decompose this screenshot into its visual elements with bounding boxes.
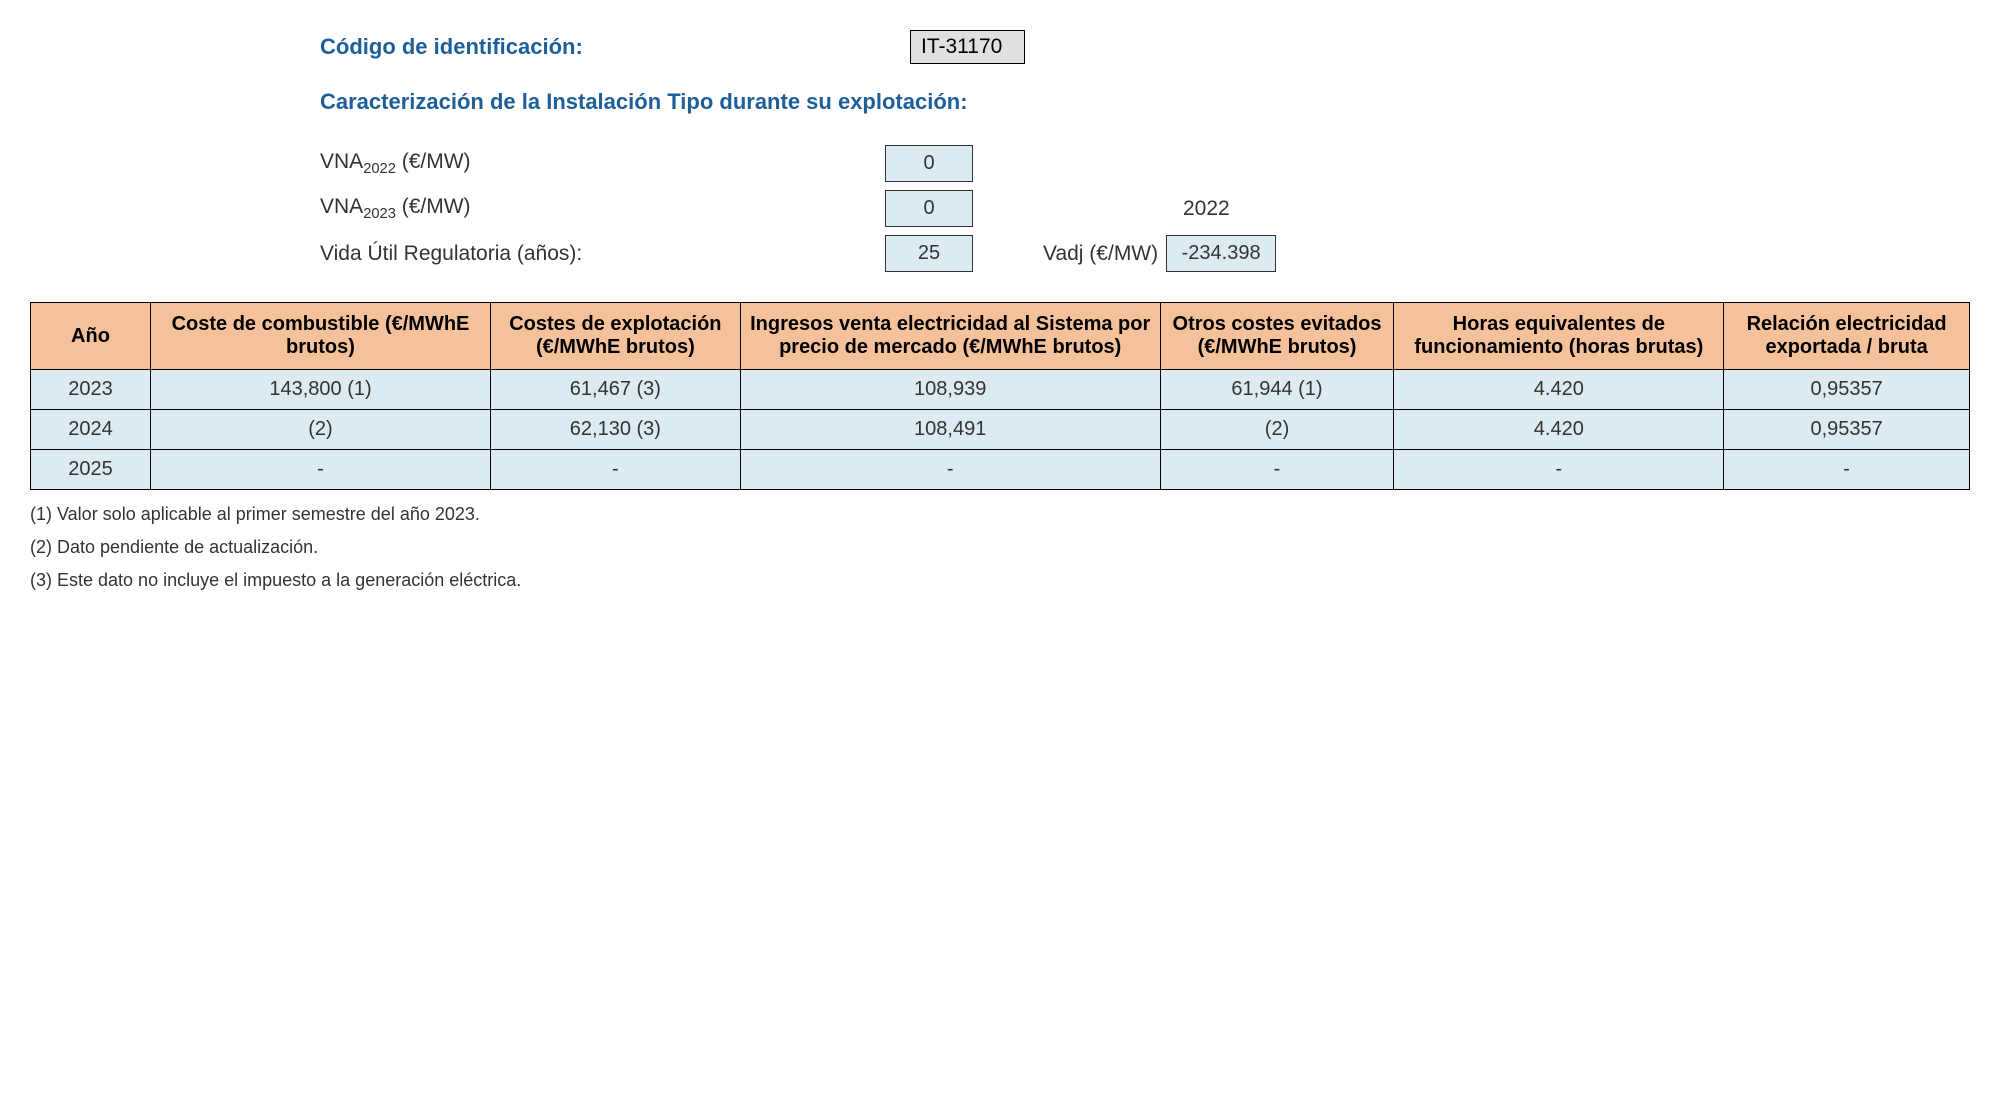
vadj-group: Vadj (€/MW) -234.398: [1043, 235, 1276, 272]
vna2023-sub: 2023: [363, 206, 396, 222]
footnote: (2) Dato pendiente de actualización.: [30, 537, 1970, 558]
code-label: Código de identificación:: [320, 34, 910, 60]
cell: 4.420: [1394, 410, 1724, 450]
cell: 4.420: [1394, 370, 1724, 410]
th-ratio: Relación electricidad exportada / bruta: [1724, 303, 1970, 370]
cell: 108,939: [740, 370, 1160, 410]
cell: -: [740, 450, 1160, 490]
header-section: Código de identificación: IT-31170 Carac…: [320, 30, 1970, 272]
cell: -: [1724, 450, 1970, 490]
cell: -: [1160, 450, 1394, 490]
cell: 61,467 (3): [491, 370, 741, 410]
th-costs: Costes de explotación (€/MWhE brutos): [491, 303, 741, 370]
th-hours: Horas equivalentes de funcionamiento (ho…: [1394, 303, 1724, 370]
vna2022-sub: 2022: [363, 161, 396, 177]
cell: 0,95357: [1724, 370, 1970, 410]
cell: 2025: [31, 450, 151, 490]
vna-year: 2022: [1183, 197, 1230, 221]
cell: 2024: [31, 410, 151, 450]
cell: (2): [151, 410, 491, 450]
th-income: Ingresos venta electricidad al Sistema p…: [740, 303, 1160, 370]
table-row: 2025 - - - - - -: [31, 450, 1970, 490]
vida-value: 25: [885, 235, 973, 272]
table-body: 2023 143,800 (1) 61,467 (3) 108,939 61,9…: [31, 370, 1970, 490]
vna2022-row: VNA2022 (€/MW) 0: [320, 145, 1970, 182]
vadj-value: -234.398: [1166, 235, 1276, 272]
vna2023-label: VNA2023 (€/MW): [320, 195, 885, 222]
vadj-label: Vadj (€/MW): [1043, 242, 1158, 266]
vna2022-label: VNA2022 (€/MW): [320, 150, 885, 177]
table-row: 2024 (2) 62,130 (3) 108,491 (2) 4.420 0,…: [31, 410, 1970, 450]
table-row: 2023 143,800 (1) 61,467 (3) 108,939 61,9…: [31, 370, 1970, 410]
table-header: Año Coste de combustible (€/MWhE brutos)…: [31, 303, 1970, 370]
th-year: Año: [31, 303, 151, 370]
vna2023-suffix: (€/MW): [396, 195, 471, 218]
cell: 61,944 (1): [1160, 370, 1394, 410]
cell: 0,95357: [1724, 410, 1970, 450]
cell: -: [151, 450, 491, 490]
vna2022-prefix: VNA: [320, 150, 363, 173]
vna2023-prefix: VNA: [320, 195, 363, 218]
footnote: (3) Este dato no incluye el impuesto a l…: [30, 570, 1970, 591]
code-row: Código de identificación: IT-31170: [320, 30, 1970, 64]
vna2023-row: VNA2023 (€/MW) 0 2022: [320, 190, 1970, 227]
code-value-box: IT-31170: [910, 30, 1025, 64]
cell: 143,800 (1): [151, 370, 491, 410]
cell: 108,491: [740, 410, 1160, 450]
data-table: Año Coste de combustible (€/MWhE brutos)…: [30, 302, 1970, 490]
cell: 62,130 (3): [491, 410, 741, 450]
cell: -: [1394, 450, 1724, 490]
cell: (2): [1160, 410, 1394, 450]
vida-row: Vida Útil Regulatoria (años): 25 Vadj (€…: [320, 235, 1970, 272]
vna2023-value: 0: [885, 190, 973, 227]
section-title: Caracterización de la Instalación Tipo d…: [320, 89, 1970, 115]
th-other: Otros costes evitados (€/MWhE brutos): [1160, 303, 1394, 370]
vna2022-value: 0: [885, 145, 973, 182]
cell: 2023: [31, 370, 151, 410]
footnote: (1) Valor solo aplicable al primer semes…: [30, 504, 1970, 525]
vida-label: Vida Útil Regulatoria (años):: [320, 242, 885, 266]
footnotes: (1) Valor solo aplicable al primer semes…: [30, 504, 1970, 591]
th-fuel: Coste de combustible (€/MWhE brutos): [151, 303, 491, 370]
vna2022-suffix: (€/MW): [396, 150, 471, 173]
cell: -: [491, 450, 741, 490]
